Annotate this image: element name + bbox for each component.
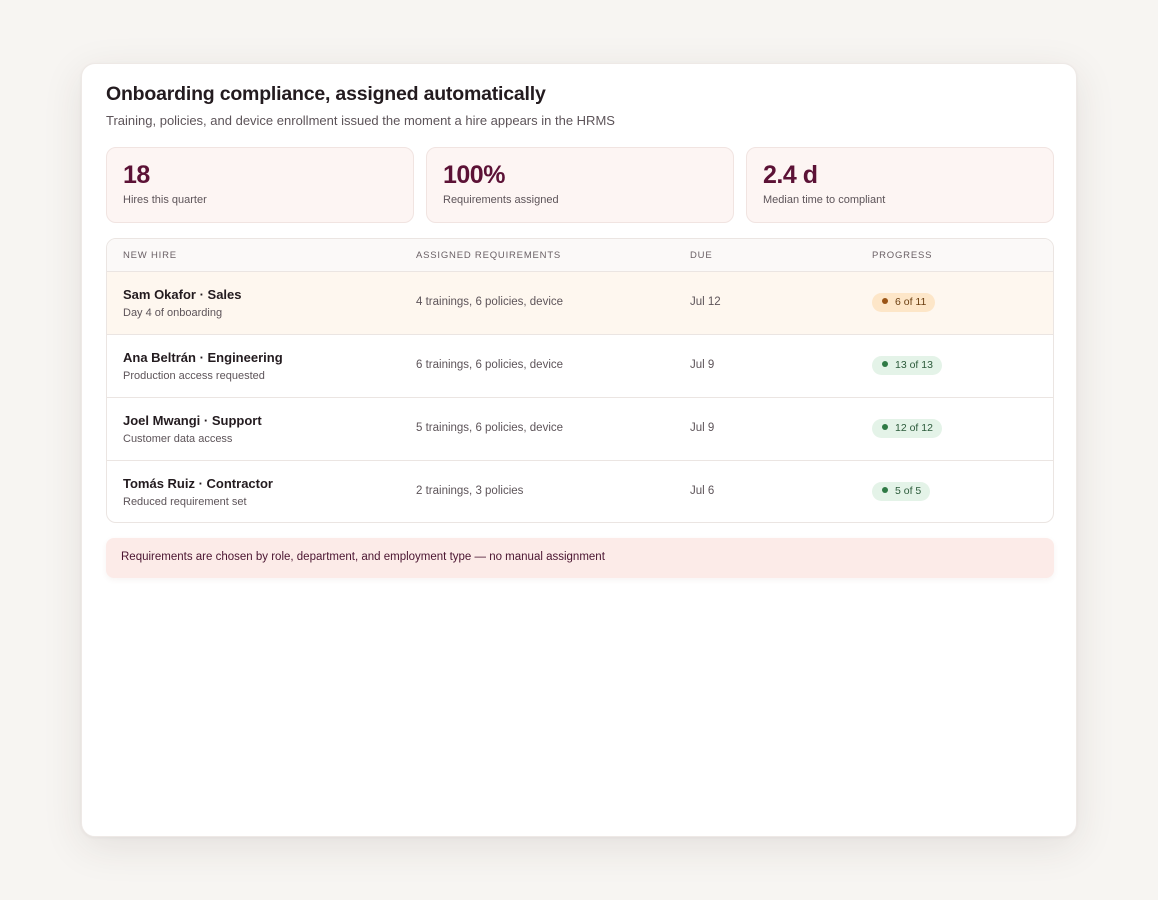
stat-value: 100%: [443, 161, 505, 189]
onboarding-card: Onboarding compliance, assigned automati…: [81, 63, 1077, 837]
progress-badge: 6 of 11: [872, 293, 936, 312]
progress-text: 13 of 13: [895, 359, 933, 371]
stat-value: 18: [123, 161, 150, 189]
table-row[interactable]: Sam Okafor · Sales Day 4 of onboarding 4…: [107, 272, 1053, 335]
column-progress: PROGRESS: [872, 250, 933, 261]
hire-detail: Reduced requirement set: [123, 496, 247, 508]
column-assigned-requirements: ASSIGNED REQUIREMENTS: [416, 250, 562, 261]
due-date: Jul 9: [690, 422, 715, 434]
progress-text: 12 of 12: [895, 422, 933, 434]
progress-text: 6 of 11: [895, 296, 927, 308]
column-due: DUE: [690, 250, 713, 261]
stat-requirements: 100% Requirements assigned: [426, 147, 734, 223]
column-new-hire: NEW HIRE: [123, 250, 177, 261]
due-date: Jul 9: [690, 359, 715, 371]
progress-badge: 13 of 13: [872, 356, 942, 375]
hire-detail: Production access requested: [123, 370, 265, 382]
assignment-note: Requirements are chosen by role, departm…: [106, 538, 1054, 578]
assigned-requirements: 5 trainings, 6 policies, device: [416, 422, 564, 434]
status-dot-icon: [882, 487, 888, 493]
progress-badge: 12 of 12: [872, 419, 942, 438]
assigned-requirements: 6 trainings, 6 policies, device: [416, 359, 564, 371]
table-header: NEW HIRE ASSIGNED REQUIREMENTS DUE PROGR…: [107, 239, 1053, 272]
hire-name: Sam Okafor · Sales: [123, 287, 242, 302]
hire-name: Tomás Ruiz · Contractor: [123, 476, 273, 491]
stat-label: Median time to compliant: [763, 194, 886, 206]
stat-median-time: 2.4 d Median time to compliant: [746, 147, 1054, 223]
page-title: Onboarding compliance, assigned automati…: [106, 83, 546, 105]
new-hires-table: NEW HIRE ASSIGNED REQUIREMENTS DUE PROGR…: [106, 238, 1054, 523]
due-date: Jul 12: [690, 296, 721, 308]
page-subtitle: Training, policies, and device enrollmen…: [106, 113, 615, 128]
stat-value: 2.4 d: [763, 161, 818, 189]
assigned-requirements: 4 trainings, 6 policies, device: [416, 296, 564, 308]
stats-row: 18 Hires this quarter 100% Requirements …: [106, 147, 1054, 223]
table-row[interactable]: Joel Mwangi · Support Customer data acce…: [107, 398, 1053, 461]
assigned-requirements: 2 trainings, 3 policies: [416, 485, 524, 497]
status-dot-icon: [882, 298, 888, 304]
status-dot-icon: [882, 424, 888, 430]
hire-detail: Customer data access: [123, 433, 233, 445]
status-dot-icon: [882, 361, 888, 367]
stat-label: Hires this quarter: [123, 194, 207, 206]
stat-label: Requirements assigned: [443, 194, 559, 206]
hire-name: Ana Beltrán · Engineering: [123, 350, 283, 365]
hire-detail: Day 4 of onboarding: [123, 307, 223, 319]
stat-hires: 18 Hires this quarter: [106, 147, 414, 223]
progress-badge: 5 of 5: [872, 482, 931, 501]
table-row[interactable]: Tomás Ruiz · Contractor Reduced requirem…: [107, 461, 1053, 522]
table-row[interactable]: Ana Beltrán · Engineering Production acc…: [107, 335, 1053, 398]
assignment-note-text: Requirements are chosen by role, departm…: [121, 551, 605, 563]
hire-name: Joel Mwangi · Support: [123, 413, 262, 428]
due-date: Jul 6: [690, 485, 715, 497]
progress-text: 5 of 5: [895, 485, 922, 497]
